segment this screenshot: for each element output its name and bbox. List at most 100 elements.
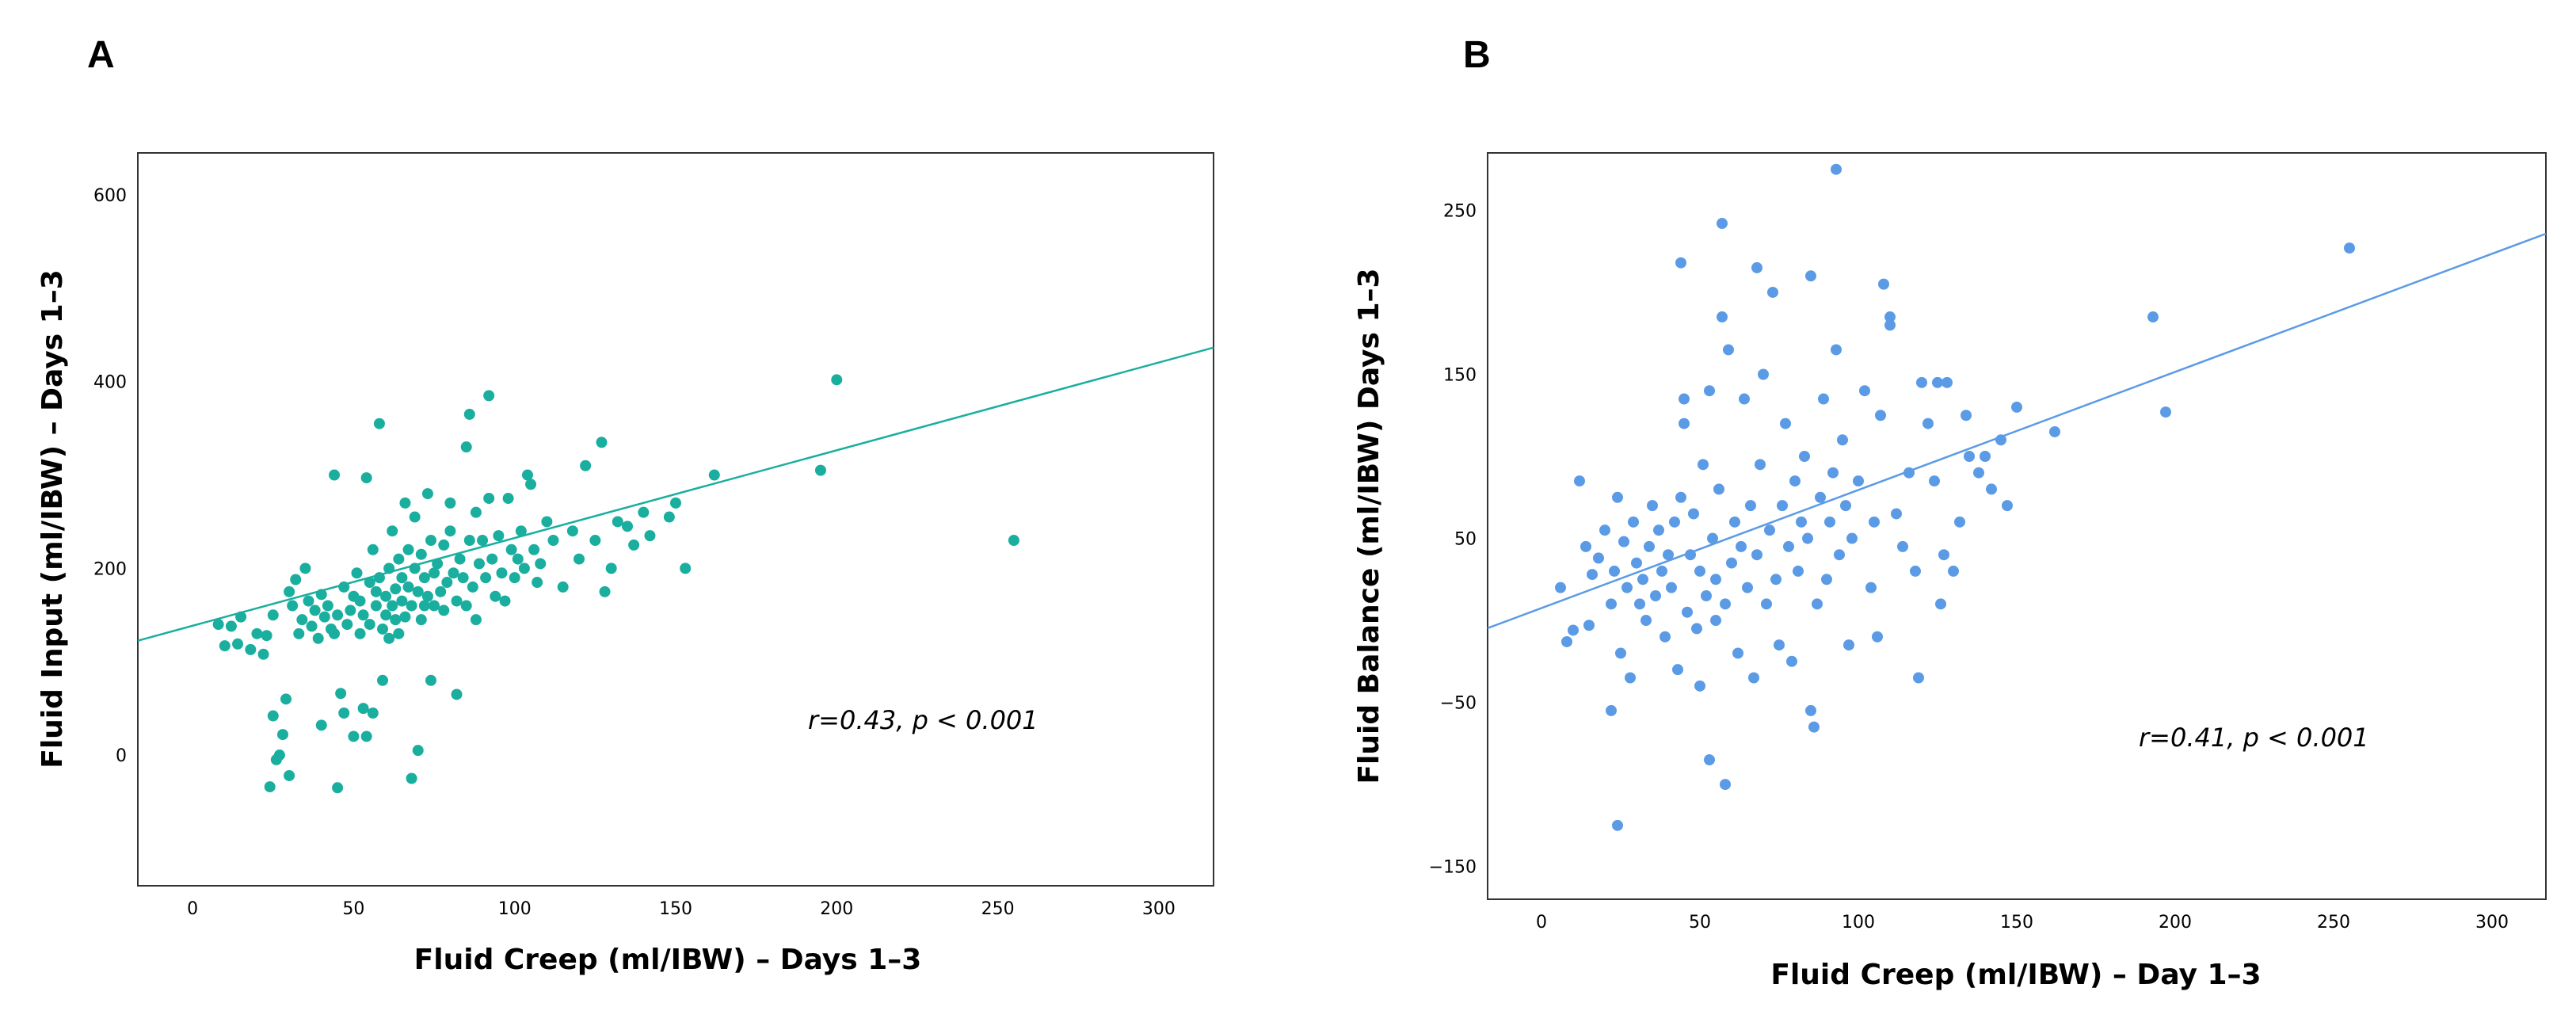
panel-a-data-point — [470, 614, 482, 626]
panel-b-data-point — [1973, 467, 1984, 479]
panel-a-data-point — [680, 563, 692, 574]
panel-a-data-point — [287, 600, 299, 612]
panel-a-data-point — [345, 605, 356, 616]
panel-b-x-ticks: 0 50 100 150 200 250 300 — [1536, 913, 2509, 933]
panel-b-y-ticks: −150 −50 50 150 250 — [1429, 201, 1477, 877]
panel-a-data-point — [435, 585, 447, 597]
panel-b-data-point — [1865, 582, 1877, 593]
panel-a-data-point — [332, 609, 344, 621]
panel-b-data-point — [1561, 635, 1572, 647]
panel-a-data-point — [338, 581, 350, 593]
panel-a-x-tick-label: 200 — [820, 899, 853, 919]
panel-a-data-point — [418, 572, 430, 584]
panel-b-data-point — [1701, 589, 1712, 601]
panel-a-data-point — [219, 640, 231, 652]
panel-a-data-point — [429, 600, 440, 612]
panel-b-data-point — [1691, 623, 1702, 635]
panel-b-data-point — [1827, 467, 1839, 479]
panel-b-data-point — [1751, 549, 1762, 561]
panel-a-data-point — [574, 553, 585, 565]
panel-a-data-point — [264, 781, 276, 793]
panel-b-data-point — [1612, 819, 1623, 831]
panel-a-data-point — [460, 600, 472, 612]
panel-b-label: B — [1463, 34, 1491, 76]
panel-b-data-point — [1720, 779, 1731, 791]
panel-b-data-point — [1793, 565, 1804, 577]
panel-b-data-point — [1625, 672, 1636, 684]
panel-a-data-point — [261, 630, 272, 642]
panel-b-data-point — [1717, 311, 1728, 323]
panel-a-data-point — [670, 497, 681, 509]
panel-a-data-point — [335, 688, 347, 700]
panel-a-data-point — [354, 627, 366, 639]
panel-a-data-point — [438, 605, 450, 616]
panel-a-data-point — [306, 620, 318, 632]
panel-a-data-point — [557, 581, 569, 593]
panel-b-data-point — [1789, 475, 1801, 487]
panel-a-data-point — [457, 572, 469, 584]
panel-b-data-point — [1922, 418, 1934, 429]
panel-a-data-point — [396, 595, 408, 607]
panel-a-data-point — [373, 418, 385, 429]
panel-b-x-tick-label: 200 — [2159, 913, 2192, 933]
panel-b-plot-frame — [1487, 152, 2547, 900]
panel-b-data-point — [1986, 483, 1997, 495]
panel-a-y-tick-label: 600 — [93, 186, 127, 206]
panel-a-data-point — [296, 614, 308, 626]
panel-b-data-point — [1869, 516, 1880, 528]
panel-a-data-point — [338, 708, 350, 719]
panel-b-data-point — [1666, 582, 1677, 593]
panel-b-data-point — [1774, 639, 1785, 651]
panel-b-data-point — [1679, 393, 1690, 405]
panel-a-points — [212, 374, 1019, 794]
panel-b-data-point — [1802, 532, 1813, 544]
panel-b-data-point — [1846, 532, 1858, 544]
panel-a-data-point — [245, 643, 257, 655]
panel-b-data-point — [1777, 500, 1788, 512]
panel-a-data-point — [257, 648, 269, 660]
panel-a-data-point — [273, 749, 285, 761]
panel-a-y-ticks: 0 200 400 600 — [93, 186, 127, 766]
panel-a-data-point — [444, 525, 456, 537]
panel-a-data-point — [547, 535, 559, 547]
panel-a-data-point — [644, 530, 656, 542]
panel-b-data-point — [1840, 500, 1851, 512]
panel-a-data-point — [814, 464, 826, 476]
panel-b-fit-line — [1487, 232, 2547, 630]
panel-b-data-point — [1732, 647, 1743, 659]
panel-b-data-point — [1704, 754, 1715, 766]
panel-b-data-point — [1780, 418, 1791, 429]
panel-a-data-point — [380, 609, 392, 621]
panel-b-x-tick-label: 100 — [1842, 913, 1875, 933]
panel-b-data-point — [1891, 508, 1902, 520]
panel-b-data-point — [1599, 524, 1610, 536]
panel-a-data-point — [432, 558, 444, 570]
panel-a-data-point — [412, 585, 424, 597]
panel-a-data-point — [299, 563, 311, 574]
panel-b-data-point — [1913, 672, 1924, 684]
panel-b-data-point — [2049, 425, 2060, 437]
panel-a-data-point — [360, 472, 372, 484]
panel-b-data-point — [1698, 459, 1709, 471]
panel-b-data-point — [2344, 242, 2355, 254]
panel-b-data-point — [1672, 664, 1683, 676]
panel-b-data-point — [1799, 451, 1810, 463]
panel-a-data-point — [267, 609, 279, 621]
panel-a-data-point — [483, 492, 495, 504]
panel-b-data-point — [1720, 598, 1731, 610]
panel-a-data-point — [535, 558, 547, 570]
panel-a-data-point — [284, 769, 295, 781]
panel-a-x-tick-label: 50 — [342, 899, 364, 919]
panel-b-data-point — [1685, 549, 1696, 561]
panel-b-data-point — [1783, 540, 1794, 552]
panel-a-data-point — [367, 544, 379, 555]
panel-b-data-point — [2011, 401, 2022, 413]
panel-b-y-axis-title: Fluid Balance (ml/IBW) Days 1–3 — [1353, 268, 1385, 784]
panel-a-data-point — [322, 600, 333, 612]
panel-b-data-point — [1815, 491, 1826, 503]
panel-a-data-point — [348, 730, 360, 742]
panel-a-data-point — [566, 525, 578, 537]
panel-b-data-point — [1644, 540, 1655, 552]
panel-a-data-point — [329, 627, 341, 639]
